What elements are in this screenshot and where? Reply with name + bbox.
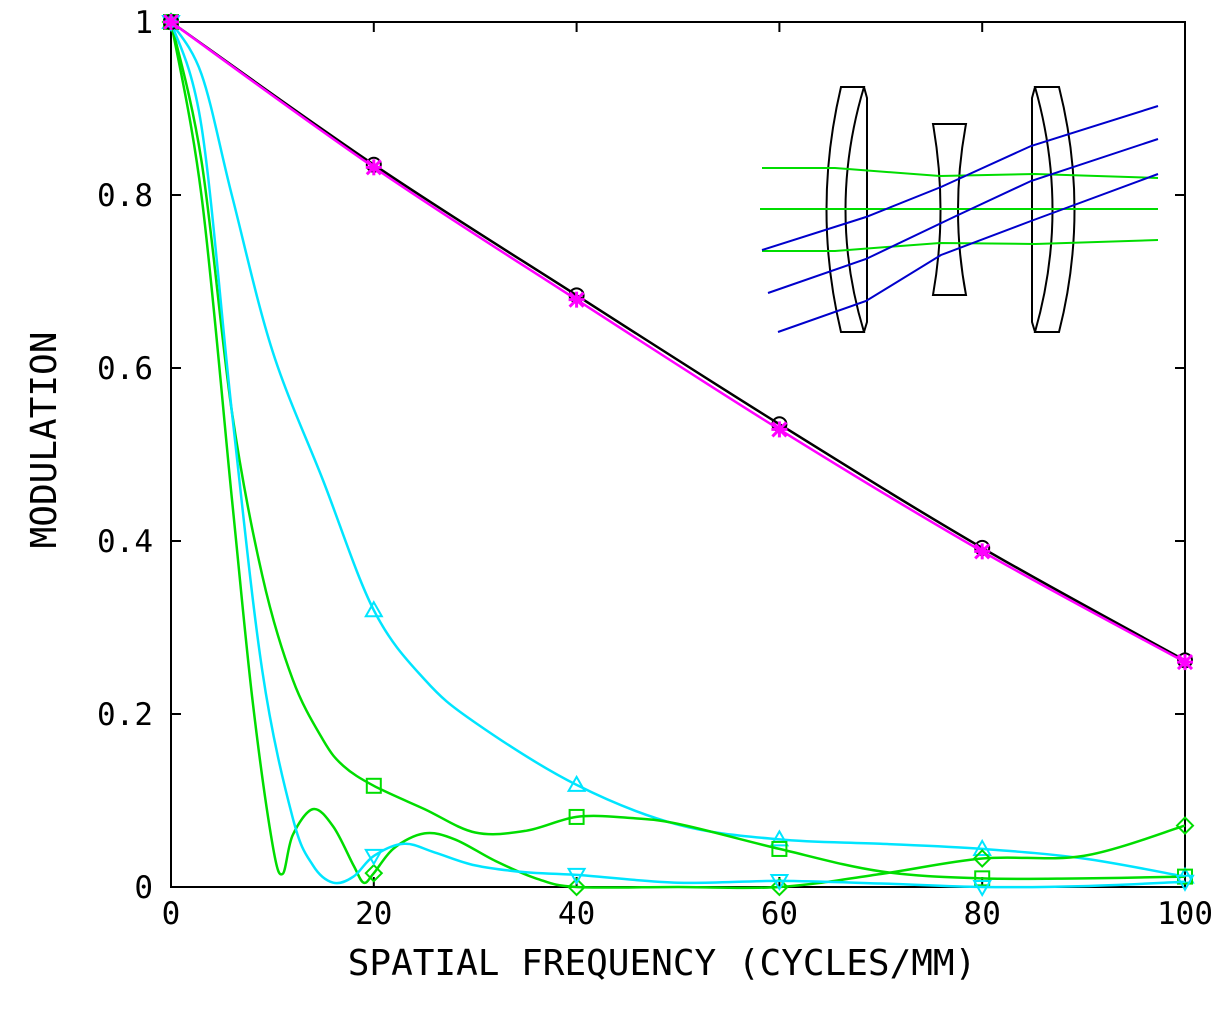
ray-axial-1 [762,167,1159,179]
data-point-diamond [567,877,587,897]
data-point-star [771,421,788,438]
y-tick-label: 0.4 [97,524,153,560]
y-tick-label: 0.8 [97,178,153,214]
data-point-square [974,870,991,887]
series-star [162,13,1194,671]
series-line-square [169,21,1186,881]
data-point-triangle-down [972,880,992,898]
x-tick-label: 40 [558,896,595,932]
x-tick-label: 80 [964,896,1001,932]
lens-layout-inset [760,86,1159,333]
data-point-diamond [972,849,992,868]
series-line-triangle-down [169,21,1186,889]
data-point-triangle-down [566,867,587,885]
y-tick-label: 1 [134,5,153,41]
series-layer [161,11,1195,898]
x-tick-label: 0 [162,896,181,932]
data-point-star [162,13,180,31]
y-tick-label: 0.6 [97,351,153,387]
series-line-circle [170,20,1186,662]
y-axis-title: MODULATION [24,332,65,549]
lens-element-3 [1033,86,1076,333]
data-point-diamond [364,863,384,883]
data-point-triangle-down [364,848,384,866]
data-point-triangle-up [364,600,384,618]
series-line-triangle-up [169,21,1186,878]
x-tick-label: 100 [1157,896,1213,932]
data-point-triangle-down [769,873,790,891]
data-point-triangle-up [972,838,992,856]
data-point-star [365,159,382,176]
series-triangle-down [161,15,1195,898]
data-point-star [1176,654,1194,671]
series-square [163,14,1193,887]
series-diamond [161,12,1195,897]
ray-field-2 [767,138,1159,294]
y-tick-label: 0 [134,870,153,906]
lens-element-2 [931,123,968,296]
data-point-star [974,543,991,560]
x-tick-label: 20 [355,896,392,932]
data-point-square [771,840,788,857]
x-tick-label: 60 [761,896,798,932]
x-axis-title: SPATIAL FREQUENCY (CYCLES/MM) [348,943,977,984]
data-point-square [365,777,382,794]
data-point-triangle-down [1175,874,1195,892]
y-tick-label: 0.2 [97,697,153,733]
ray-field-1 [761,105,1159,251]
series-circle [163,14,1193,669]
series-line-star [170,20,1186,664]
data-point-star [568,291,585,308]
data-point-triangle-up [769,829,790,847]
data-point-square [568,808,585,825]
data-point-triangle-up [566,774,587,792]
data-point-diamond [769,877,789,897]
data-point-diamond [1175,816,1195,835]
axis-ticks: 0 20 40 60 80 100 0 0.2 0.4 0.6 0.8 1 [97,5,1213,932]
ray-field-3 [777,173,1159,333]
ray-axial-3 [762,239,1159,252]
